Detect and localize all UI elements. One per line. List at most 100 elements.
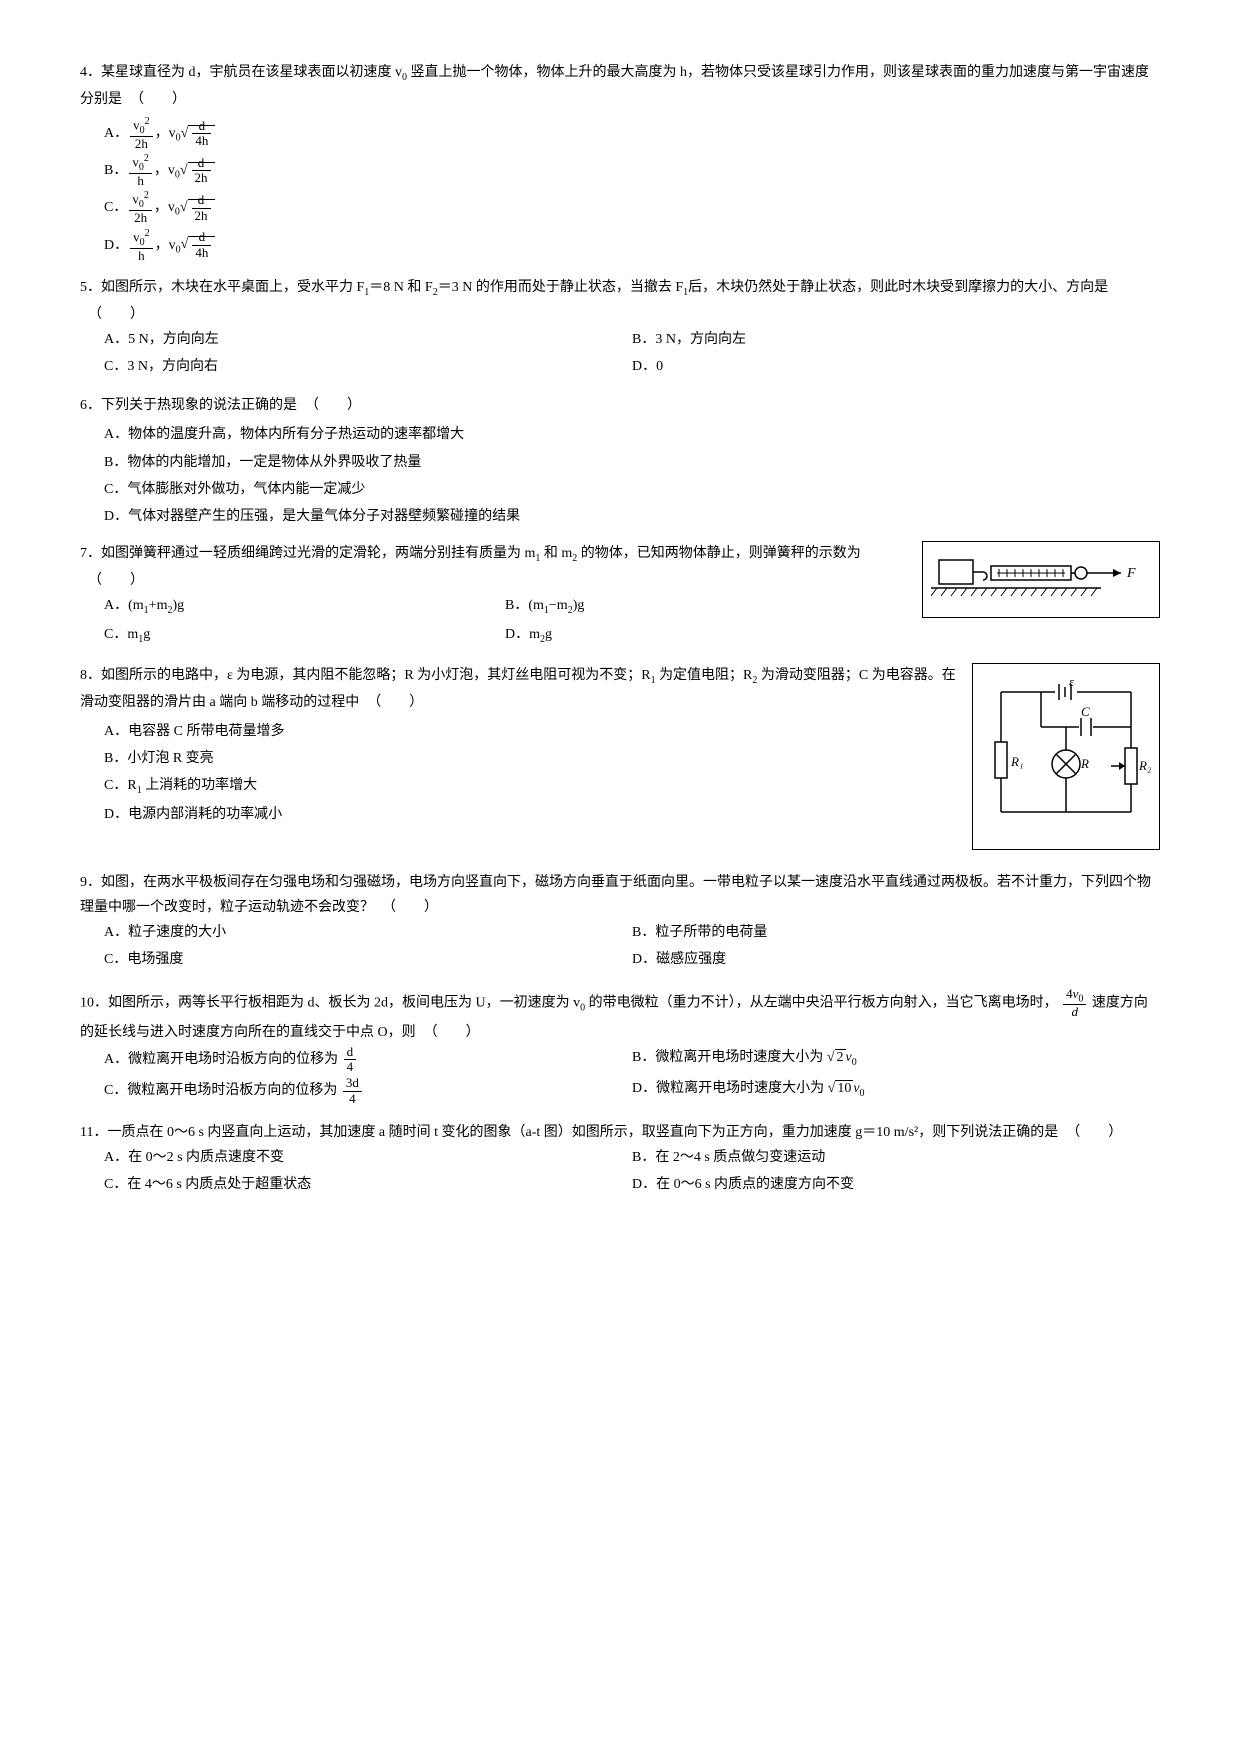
fraction: v022h — [129, 190, 152, 225]
q7-stem-pre: 7．如图弹簧秤通过一轻质细绳跨过光滑的定滑轮，两端分别挂有质量为 m — [80, 546, 535, 561]
q8c-pre: C．R — [104, 778, 137, 793]
q6-opt-d[interactable]: D．气体对器壁产生的压强，是大量气体分子对器壁频繁碰撞的结果 — [104, 504, 1160, 529]
q8c-post: 上消耗的功率增大 — [142, 778, 258, 793]
capacitor-label: C — [1081, 704, 1090, 719]
q9-opt-a[interactable]: A．粒子速度的大小 — [104, 920, 632, 945]
q10b-sub: 0 — [852, 1057, 857, 1068]
q9-opt-d[interactable]: D．磁感应强度 — [632, 947, 1160, 972]
q6-stem: 6．下列关于热现象的说法正确的是 — [80, 398, 297, 413]
q11-opt-c[interactable]: C．在 4～6 s 内质点处于超重状态 — [104, 1172, 632, 1197]
q7c-post: g — [143, 627, 150, 642]
q5-opt-c[interactable]: C．3 N，方向向右 — [104, 354, 632, 379]
fraction: d4 — [344, 1045, 357, 1075]
q9-opt-b[interactable]: B．粒子所带的电荷量 — [632, 920, 1160, 945]
r1-label: R₁ — [1010, 754, 1023, 769]
sqrt: d2h — [188, 162, 215, 178]
emf-label: ε — [1069, 674, 1075, 689]
q7-stem-mid1: 和 m — [540, 546, 572, 561]
question-7: F 7．如图弹簧秤通过一轻质细绳跨过光滑的定滑轮，两端分别挂有质量为 m1 和 … — [80, 541, 1160, 651]
q9-opt-c[interactable]: C．电场强度 — [104, 947, 632, 972]
q11-options: A．在 0～2 s 内质点速度不变 B．在 2～4 s 质点做匀变速运动 C．在… — [104, 1145, 1160, 1199]
question-4: 4．某星球直径为 d，宇航员在该星球表面以初速度 v0 竖直上抛一个物体，物体上… — [80, 60, 1160, 263]
q10b-rad: 2 — [835, 1049, 846, 1065]
q9-stem: 9．如图，在两水平极板间存在匀强电场和匀强磁场，电场方向竖直向下，磁场方向垂直于… — [80, 875, 1151, 915]
q10d-pre: D．微粒离开电场时速度大小为 — [632, 1081, 828, 1096]
answer-blank[interactable]: （ ） — [424, 1025, 480, 1040]
q4-opt-d[interactable]: D．v02h，v0d4h — [104, 228, 1160, 263]
q4-opt-b[interactable]: B．v02h，v0d2h — [104, 153, 1160, 188]
q10-opt-b[interactable]: B．微粒离开电场时速度大小为 2v0 — [632, 1045, 1160, 1075]
q7d-post: g — [545, 627, 552, 642]
q7b-post: )g — [573, 598, 585, 613]
q10c-num: 3d — [343, 1076, 362, 1091]
answer-blank[interactable]: （ ） — [130, 92, 186, 107]
q4-b-pre: B． — [104, 163, 127, 178]
figure-circuit: ε C R₁ R R₂ — [972, 663, 1160, 850]
fraction: v02h — [130, 228, 153, 263]
q11-opt-a[interactable]: A．在 0～2 s 内质点速度不变 — [104, 1145, 632, 1170]
q5-options: A．5 N，方向向左 B．3 N，方向向左 C．3 N，方向向右 D．0 — [104, 327, 1160, 381]
q10a-num: d — [344, 1045, 357, 1060]
q10a-pre: A．微粒离开电场时沿板方向的位移为 — [104, 1052, 342, 1067]
q10-opt-a[interactable]: A．微粒离开电场时沿板方向的位移为 d4 — [104, 1045, 632, 1075]
r-label: R — [1080, 756, 1089, 771]
q6-opt-c[interactable]: C．气体膨胀对外做功，气体内能一定减少 — [104, 477, 1160, 502]
q10-opt-c[interactable]: C．微粒离开电场时沿板方向的位移为 3d4 — [104, 1076, 632, 1106]
q7-opt-d[interactable]: D．m2g — [505, 622, 906, 649]
q4-options: A．v022h，v0d4h B．v02h，v0d2h C．v022h，v0d2h… — [104, 116, 1160, 263]
answer-blank[interactable]: （ ） — [382, 900, 438, 915]
q10-stem-mid1: 的带电微粒（重力不计），从左端中央沿平行板方向射入，当它飞离电场时， — [585, 995, 1058, 1010]
circuit-diagram-icon: ε C R₁ R R₂ — [981, 672, 1151, 832]
q5-opt-d[interactable]: D．0 — [632, 354, 1160, 379]
q11-stem: 11．一质点在 0～6 s 内竖直向上运动，其加速度 a 随时间 t 变化的图象… — [80, 1125, 1058, 1140]
q4-d-pre: D． — [104, 237, 128, 252]
answer-blank[interactable]: （ ） — [88, 573, 144, 588]
q7-opt-a[interactable]: A．(m1+m2)g — [104, 593, 505, 620]
q6-opt-b[interactable]: B．物体的内能增加，一定是物体从外界吸收了热量 — [104, 450, 1160, 475]
answer-blank[interactable]: （ ） — [1066, 1125, 1122, 1140]
q6-options: A．物体的温度升高，物体内所有分子热运动的速率都增大 B．物体的内能增加，一定是… — [104, 422, 1160, 529]
q4-opt-a[interactable]: A．v022h，v0d4h — [104, 116, 1160, 151]
question-6: 6．下列关于热现象的说法正确的是 （ ） A．物体的温度升高，物体内所有分子热运动… — [80, 393, 1160, 529]
q7b-pre: B．(m — [505, 598, 544, 613]
q4-stem-pre: 4．某星球直径为 d，宇航员在该星球表面以初速度 v — [80, 65, 402, 80]
fraction: v022h — [130, 116, 153, 151]
q7c-pre: C．m — [104, 627, 138, 642]
q4-c-sep: ， — [154, 200, 168, 215]
answer-blank[interactable]: （ ） — [367, 695, 423, 710]
answer-blank[interactable]: （ ） — [305, 398, 361, 413]
q10d-sub: 0 — [860, 1088, 865, 1099]
q10c-den: 4 — [343, 1092, 362, 1106]
fraction: v02h — [129, 153, 152, 188]
q7a-mid: +m — [149, 598, 168, 613]
q5-opt-b[interactable]: B．3 N，方向向左 — [632, 327, 1160, 352]
question-11: 11．一质点在 0～6 s 内竖直向上运动，其加速度 a 随时间 t 变化的图象… — [80, 1120, 1160, 1200]
q10-stem-pre: 10．如图所示，两等长平行板相距为 d、板长为 2d，板间电压为 U，一初速度为… — [80, 995, 580, 1010]
q4-c-pre: C． — [104, 200, 127, 215]
q10-opt-d[interactable]: D．微粒离开电场时速度大小为 10v0 — [632, 1076, 1160, 1106]
r2-label: R₂ — [1138, 758, 1151, 773]
force-label: F — [1126, 566, 1136, 581]
q6-opt-a[interactable]: A．物体的温度升高，物体内所有分子热运动的速率都增大 — [104, 422, 1160, 447]
q11-opt-b[interactable]: B．在 2～4 s 质点做匀变速运动 — [632, 1145, 1160, 1170]
q4-opt-c[interactable]: C．v022h，v0d2h — [104, 190, 1160, 225]
figure-spring-scale: F — [922, 541, 1160, 618]
q10-options: A．微粒离开电场时沿板方向的位移为 d4 B．微粒离开电场时速度大小为 2v0 … — [104, 1045, 1160, 1108]
q4-a-sep: ， — [155, 126, 169, 141]
q5-opt-a[interactable]: A．5 N，方向向左 — [104, 327, 632, 352]
q7-options: A．(m1+m2)g B．(m1−m2)g C．m1g D．m2g — [104, 593, 906, 651]
q5-stem-mid2: ＝3 N 的作用而处于静止状态，当撤去 F — [438, 280, 683, 295]
fraction-4v0-d: 4v0d — [1063, 987, 1086, 1020]
q5-stem-pre: 5．如图所示，木块在水平桌面上，受水平力 F — [80, 280, 364, 295]
sqrt: d4h — [188, 236, 215, 252]
q7-opt-b[interactable]: B．(m1−m2)g — [505, 593, 906, 620]
sqrt: d4h — [188, 125, 215, 141]
q7a-pre: A．(m — [104, 598, 144, 613]
q7-opt-c[interactable]: C．m1g — [104, 622, 505, 649]
q7a-post: )g — [172, 598, 184, 613]
q4-b-sep: ， — [154, 163, 168, 178]
q8-stem-pre: 8．如图所示的电路中，ε 为电源，其内阻不能忽略；R 为小灯泡，其灯丝电阻可视为… — [80, 668, 651, 683]
q11-opt-d[interactable]: D．在 0～6 s 内质点的速度方向不变 — [632, 1172, 1160, 1197]
q5-stem-mid1: ＝8 N 和 F — [369, 280, 432, 295]
answer-blank[interactable]: （ ） — [88, 307, 144, 322]
